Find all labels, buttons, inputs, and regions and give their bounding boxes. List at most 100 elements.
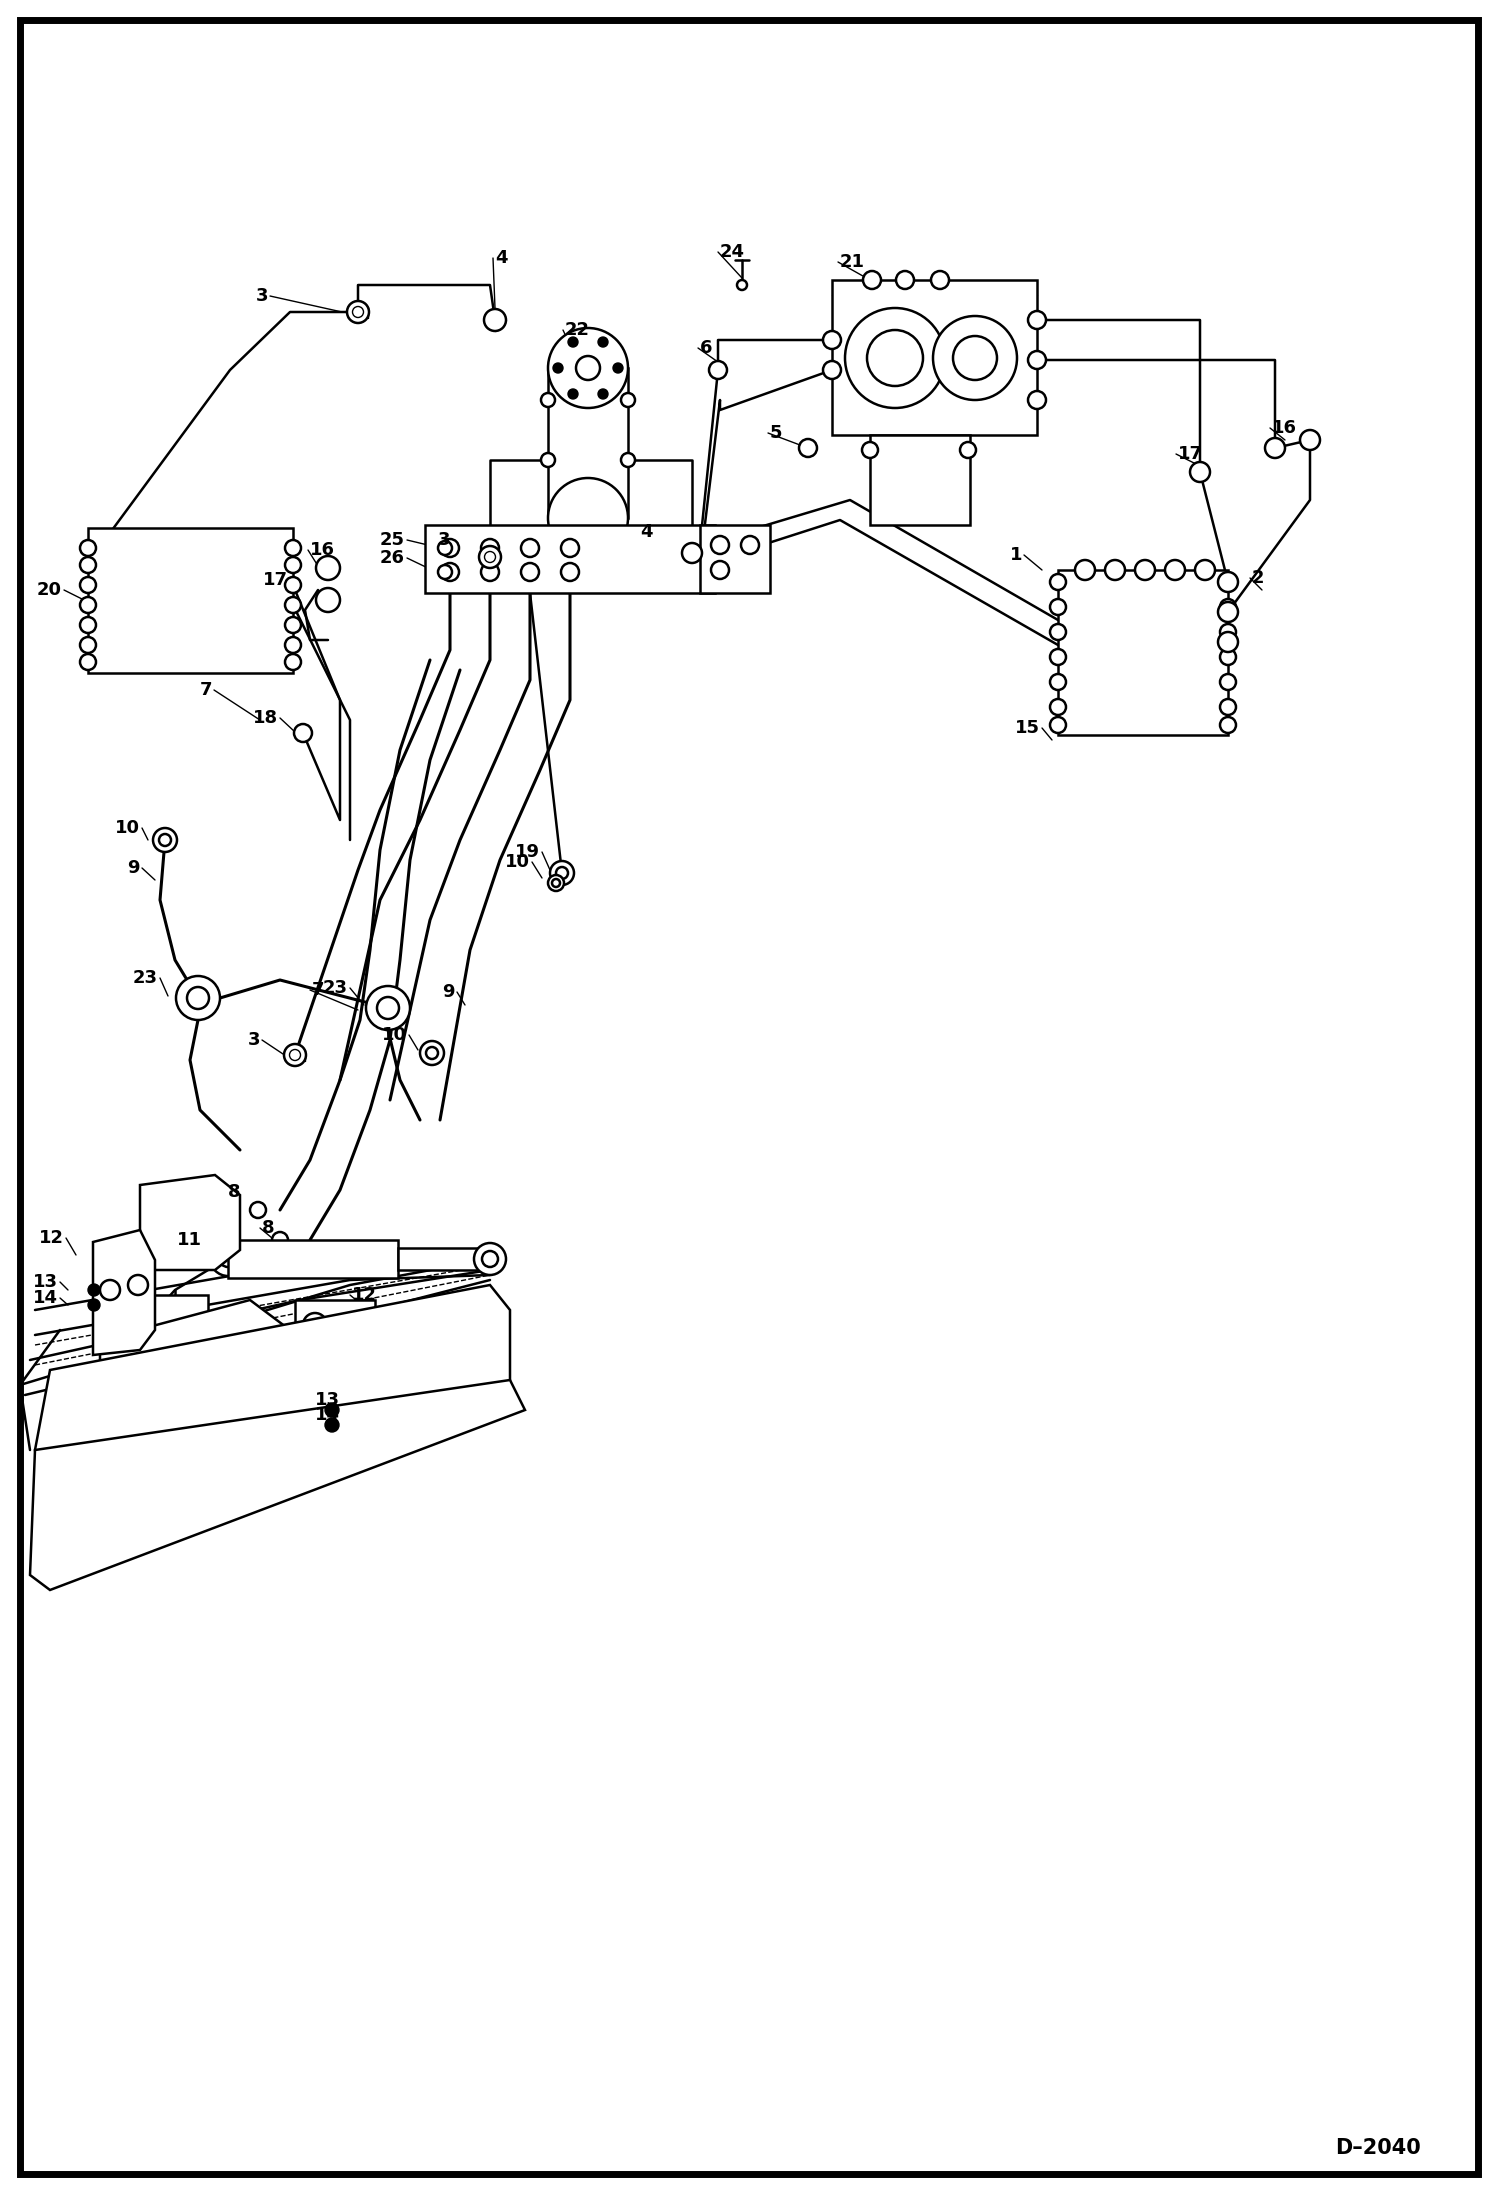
Circle shape <box>1050 649 1067 665</box>
Circle shape <box>425 1047 437 1060</box>
Text: 16: 16 <box>310 542 336 559</box>
Circle shape <box>822 331 840 349</box>
Text: 22: 22 <box>565 320 590 340</box>
Circle shape <box>484 551 496 562</box>
Circle shape <box>316 555 340 579</box>
Circle shape <box>79 577 96 592</box>
Circle shape <box>930 272 950 290</box>
Circle shape <box>560 564 580 581</box>
Text: 25: 25 <box>380 531 404 548</box>
Text: 9: 9 <box>127 860 139 878</box>
Circle shape <box>1219 674 1236 689</box>
Circle shape <box>437 542 452 555</box>
Polygon shape <box>139 1176 240 1270</box>
Circle shape <box>553 362 563 373</box>
Text: 14: 14 <box>315 1406 340 1424</box>
Circle shape <box>303 1312 327 1336</box>
Circle shape <box>481 540 499 557</box>
Text: 1: 1 <box>1010 546 1022 564</box>
Circle shape <box>175 976 220 1020</box>
Circle shape <box>933 316 1017 399</box>
Circle shape <box>1218 573 1237 592</box>
Circle shape <box>742 535 759 555</box>
Circle shape <box>324 1378 348 1402</box>
Circle shape <box>153 827 177 851</box>
Circle shape <box>481 564 499 581</box>
Circle shape <box>551 880 560 886</box>
Text: 17: 17 <box>1177 445 1203 463</box>
Circle shape <box>159 834 171 847</box>
Circle shape <box>88 1299 100 1312</box>
Circle shape <box>324 1347 348 1371</box>
Bar <box>700 524 770 592</box>
Text: 13: 13 <box>33 1273 58 1290</box>
Circle shape <box>712 535 730 555</box>
Text: 8: 8 <box>228 1183 241 1200</box>
Circle shape <box>352 307 364 318</box>
Circle shape <box>1219 700 1236 715</box>
Circle shape <box>440 540 458 557</box>
Circle shape <box>437 566 452 579</box>
Circle shape <box>440 564 458 581</box>
Circle shape <box>1165 559 1185 579</box>
Circle shape <box>479 546 500 568</box>
Text: 3: 3 <box>256 287 268 305</box>
Circle shape <box>1050 623 1067 641</box>
Polygon shape <box>100 1301 291 1450</box>
Circle shape <box>419 1040 443 1064</box>
Bar <box>228 1240 398 1277</box>
Bar <box>295 1301 374 1411</box>
Circle shape <box>1219 623 1236 641</box>
Circle shape <box>473 1244 506 1275</box>
Text: 7: 7 <box>312 981 325 998</box>
Text: 14: 14 <box>33 1290 58 1308</box>
Text: 15: 15 <box>1016 720 1040 737</box>
Circle shape <box>613 362 623 373</box>
Circle shape <box>622 452 635 467</box>
Circle shape <box>127 1275 148 1294</box>
Text: 23: 23 <box>324 979 348 996</box>
Text: 23: 23 <box>133 970 157 987</box>
Text: 16: 16 <box>1272 419 1297 437</box>
Circle shape <box>285 577 301 592</box>
Bar <box>148 1294 208 1349</box>
Circle shape <box>521 540 539 557</box>
Circle shape <box>1300 430 1320 450</box>
Circle shape <box>598 338 608 347</box>
Text: 13: 13 <box>315 1391 340 1409</box>
Circle shape <box>845 307 945 408</box>
Text: 4: 4 <box>494 248 508 268</box>
Circle shape <box>1050 599 1067 614</box>
Circle shape <box>1028 391 1046 408</box>
Circle shape <box>285 617 301 634</box>
Circle shape <box>598 388 608 399</box>
Circle shape <box>219 1248 237 1266</box>
Circle shape <box>737 281 748 290</box>
Circle shape <box>1050 575 1067 590</box>
Circle shape <box>79 654 96 669</box>
Text: 3: 3 <box>437 531 449 548</box>
Circle shape <box>1189 463 1210 483</box>
Circle shape <box>88 1283 100 1297</box>
Text: 10: 10 <box>115 818 139 836</box>
Circle shape <box>285 654 301 669</box>
Circle shape <box>79 617 96 634</box>
Circle shape <box>1219 575 1236 590</box>
Circle shape <box>1264 439 1285 459</box>
Circle shape <box>1219 717 1236 733</box>
Circle shape <box>285 1044 306 1066</box>
Circle shape <box>521 564 539 581</box>
Text: 12: 12 <box>352 1286 377 1303</box>
Text: 24: 24 <box>721 244 745 261</box>
Circle shape <box>953 336 998 380</box>
Circle shape <box>482 1251 497 1266</box>
Circle shape <box>556 867 568 880</box>
Circle shape <box>867 329 923 386</box>
Circle shape <box>285 597 301 612</box>
Circle shape <box>1218 632 1237 652</box>
Circle shape <box>709 362 727 380</box>
Text: 20: 20 <box>37 581 61 599</box>
Text: 8: 8 <box>262 1220 274 1237</box>
Circle shape <box>325 1402 339 1417</box>
Circle shape <box>1219 649 1236 665</box>
